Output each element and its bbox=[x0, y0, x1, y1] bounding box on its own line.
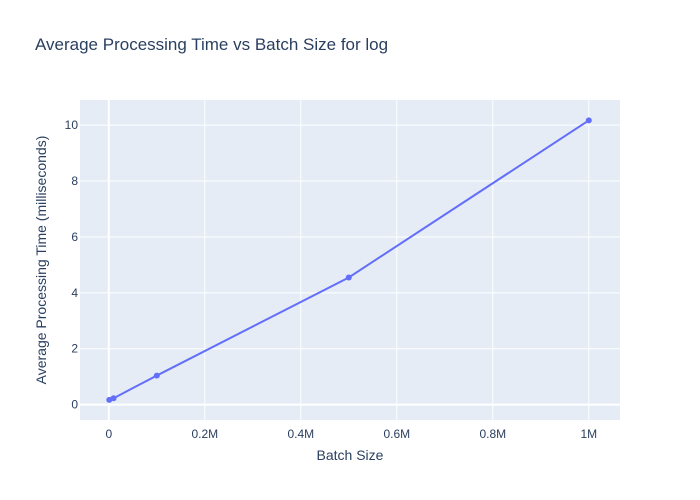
x-axis-title: Batch Size bbox=[317, 447, 384, 463]
y-axis-ticks: 0 2 4 6 8 10 bbox=[65, 118, 79, 411]
y-tick-label: 2 bbox=[71, 342, 78, 356]
y-tick-label: 6 bbox=[71, 230, 78, 244]
y-tick-label: 4 bbox=[71, 286, 78, 300]
grid-lines bbox=[80, 100, 620, 420]
data-point bbox=[110, 395, 117, 402]
x-tick-label: 0.8M bbox=[479, 427, 506, 441]
x-tick-label: 1M bbox=[580, 427, 597, 441]
y-tick-label: 10 bbox=[65, 118, 79, 132]
data-point bbox=[585, 117, 592, 124]
y-axis-title: Average Processing Time (milliseconds) bbox=[33, 136, 49, 385]
y-tick-label: 8 bbox=[71, 174, 78, 188]
x-tick-label: 0.2M bbox=[191, 427, 218, 441]
plot-area bbox=[80, 100, 620, 420]
series-layer bbox=[106, 117, 592, 403]
x-tick-label: 0.6M bbox=[383, 427, 410, 441]
data-point bbox=[345, 274, 352, 281]
y-tick-label: 0 bbox=[71, 398, 78, 412]
x-tick-label: 0.4M bbox=[287, 427, 314, 441]
data-point bbox=[153, 372, 160, 379]
chart-title: Average Processing Time vs Batch Size fo… bbox=[35, 35, 388, 54]
x-tick-label: 0 bbox=[105, 427, 112, 441]
x-axis-ticks: 0 0.2M 0.4M 0.6M 0.8M 1M bbox=[105, 427, 597, 441]
